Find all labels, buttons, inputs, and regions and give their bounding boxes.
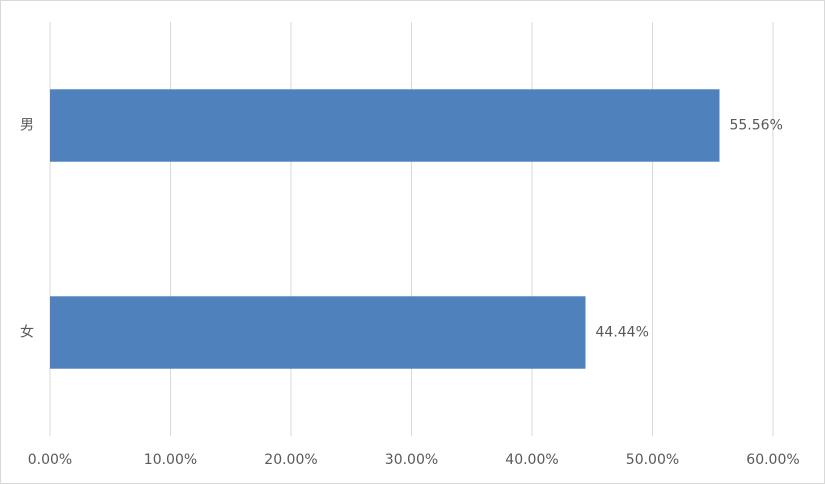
x-tick-label: 60.00% [746,452,799,468]
y-tick-label: 男 [20,118,34,134]
y-tick-label: 女 [20,324,34,341]
x-tick-label: 0.00% [28,452,72,468]
x-tick-label: 50.00% [626,452,679,468]
x-tick-label: 30.00% [385,452,438,468]
value-label: 44.44% [596,325,649,341]
bar [50,296,586,369]
value-label: 55.56% [729,118,782,134]
x-tick-label: 40.00% [505,452,558,468]
x-tick-label: 10.00% [144,452,197,468]
bar [50,89,720,162]
x-tick-label: 20.00% [264,452,317,468]
